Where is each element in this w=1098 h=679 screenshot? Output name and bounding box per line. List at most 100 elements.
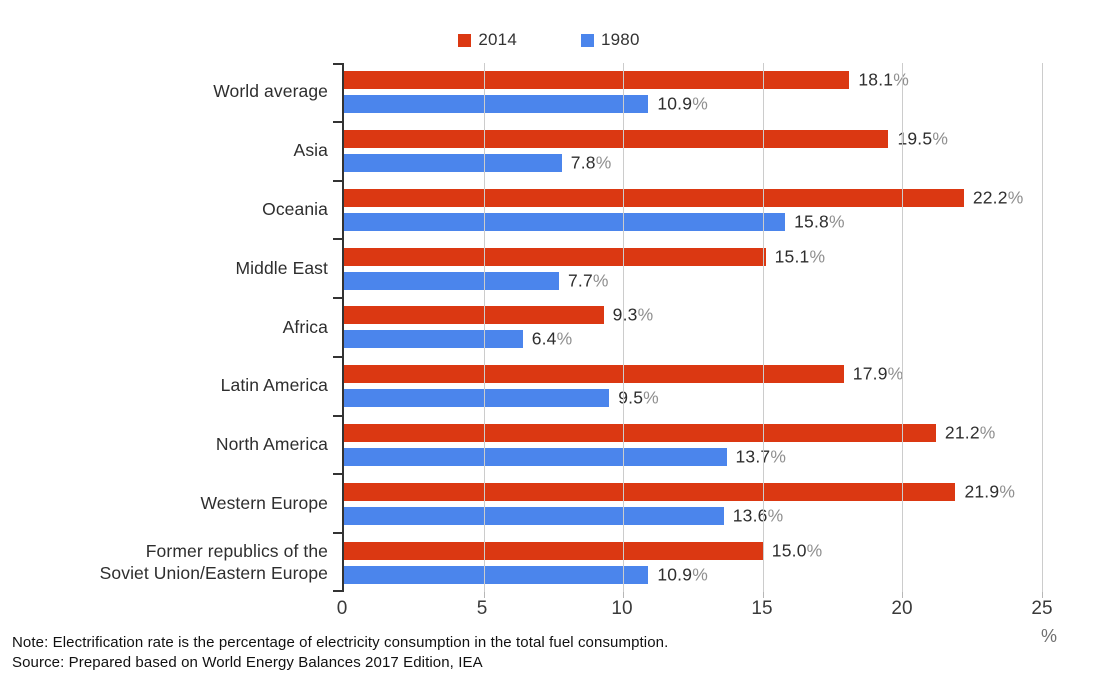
bar-1980 xyxy=(344,330,523,349)
gridline xyxy=(1042,63,1043,592)
x-tick-label: 0 xyxy=(336,598,348,619)
bar-value-label: 10.9% xyxy=(657,564,708,585)
gridline xyxy=(623,63,625,592)
footnotes: Note: Electrification rate is the percen… xyxy=(12,633,668,673)
axis-tick-stub xyxy=(483,592,485,598)
bar-group: 21.9% 13.6% xyxy=(344,474,1042,533)
category-axis-tick xyxy=(333,590,344,592)
category-label: Africa xyxy=(282,316,328,337)
bar-2014 xyxy=(344,365,844,384)
plot-area: 18.1% 10.9% 19.5% 7.8% 22.2% 15.8% 15.1% 7.7% 9.… xyxy=(333,63,1043,598)
chart-area: World average Asia Oceania Middle East Afric… xyxy=(0,63,1043,598)
bar-group: 18.1% 10.9% xyxy=(344,63,1042,122)
legend-label-1980: 1980 xyxy=(601,30,640,49)
bar-group: 21.2% 13.7% xyxy=(344,416,1042,475)
axis-tick-stub xyxy=(623,592,625,598)
bar-line: 15.0% xyxy=(344,540,1042,561)
bar-line: 10.9% xyxy=(344,564,1042,585)
category-axis-tick xyxy=(333,473,344,476)
bar-2014 xyxy=(344,247,766,266)
bar-line: 19.5% xyxy=(344,128,1042,149)
bar-group: 19.5% 7.8% xyxy=(344,122,1042,181)
bar-2014 xyxy=(344,541,763,560)
category-axis-tick xyxy=(333,179,344,182)
x-tick-label: 20 xyxy=(891,598,913,619)
bar-value-label: 9.5% xyxy=(618,387,659,408)
bar-line: 10.9% xyxy=(344,93,1042,114)
bar-value-label: 10.9% xyxy=(657,93,708,114)
bar-value-label: 7.8% xyxy=(570,152,612,173)
bar-1980 xyxy=(344,506,724,525)
legend-item-1980: 1980 xyxy=(581,30,640,50)
bar-1980 xyxy=(344,389,610,408)
axis-tick-stub xyxy=(762,592,764,598)
category-label: Asia xyxy=(293,140,328,161)
bar-line: 9.5% xyxy=(344,387,1042,408)
bar-2014 xyxy=(344,306,604,325)
category-axis-tick xyxy=(333,238,344,241)
x-tick-label: 5 xyxy=(476,598,488,619)
legend-item-2014: 2014 xyxy=(458,30,517,50)
axis-tick-stub xyxy=(1042,592,1043,598)
gridline xyxy=(483,63,485,592)
bar-1980 xyxy=(344,448,727,467)
bar-line: 15.1% xyxy=(344,246,1042,267)
gridline xyxy=(902,63,904,592)
bar-group: 9.3% 6.4% xyxy=(344,298,1042,357)
bar-line: 6.4% xyxy=(344,328,1042,349)
bar-1980 xyxy=(344,154,562,173)
bar-value-label: 15.1% xyxy=(774,246,826,267)
category-axis-tick xyxy=(333,297,344,300)
bar-1980 xyxy=(344,212,786,231)
bar-line: 7.8% xyxy=(344,152,1042,173)
bar-value-label: 22.2% xyxy=(972,187,1024,208)
bar-value-label: 19.5% xyxy=(897,128,949,149)
bar-line: 22.2% xyxy=(344,187,1042,208)
x-axis-unit-label: % xyxy=(1040,626,1058,646)
bar-1980 xyxy=(344,565,649,584)
category-axis-tick xyxy=(333,355,344,358)
bar-group: 17.9% 9.5% xyxy=(344,357,1042,416)
bar-value-label: 7.7% xyxy=(567,270,609,291)
category-label: Middle East xyxy=(235,257,328,278)
x-tick-label: 25 xyxy=(1031,598,1053,619)
bar-1980 xyxy=(344,271,559,290)
category-axis-tick xyxy=(333,414,344,417)
bar-2014 xyxy=(344,424,936,443)
category-label: Western Europe xyxy=(200,492,328,513)
bar-line: 18.1% xyxy=(344,69,1042,90)
bar-line: 21.2% xyxy=(344,422,1042,443)
category-axis-tick xyxy=(333,120,344,123)
bar-2014 xyxy=(344,482,956,501)
note-line: Note: Electrification rate is the percen… xyxy=(12,634,669,651)
bar-value-label: 9.3% xyxy=(612,304,654,325)
bar-value-label: 21.2% xyxy=(944,422,996,443)
bar-value-label: 6.4% xyxy=(531,328,573,349)
bar-line: 15.8% xyxy=(344,211,1042,232)
bar-value-label: 17.9% xyxy=(852,363,904,384)
gridline xyxy=(762,63,764,592)
bar-value-label: 18.1% xyxy=(858,69,909,90)
category-label: North America xyxy=(215,434,328,455)
legend-swatch-2014 xyxy=(458,33,472,47)
bar-group: 15.0% 10.9% xyxy=(344,533,1042,592)
legend-swatch-1980 xyxy=(581,33,594,47)
x-tick-label: 15 xyxy=(751,598,773,619)
bar-value-label: 13.6% xyxy=(732,505,784,526)
bar-group: 22.2% 15.8% xyxy=(344,181,1042,240)
category-label: Oceania xyxy=(262,199,328,219)
bar-2014 xyxy=(344,71,850,90)
bar-2014 xyxy=(344,130,889,149)
bar-value-label: 15.8% xyxy=(794,211,845,232)
bar-line: 7.7% xyxy=(344,270,1042,291)
bar-value-label: 13.7% xyxy=(735,446,787,467)
bar-line: 9.3% xyxy=(344,304,1042,325)
category-label: Latin America xyxy=(220,375,328,396)
legend-label-2014: 2014 xyxy=(478,30,517,49)
bar-line: 13.7% xyxy=(344,446,1042,467)
category-axis-tick xyxy=(333,63,344,65)
bar-value-label: 15.0% xyxy=(771,540,823,561)
category-axis: World average Asia Oceania Middle East Afric… xyxy=(0,63,342,592)
bar-line: 13.6% xyxy=(344,505,1042,526)
